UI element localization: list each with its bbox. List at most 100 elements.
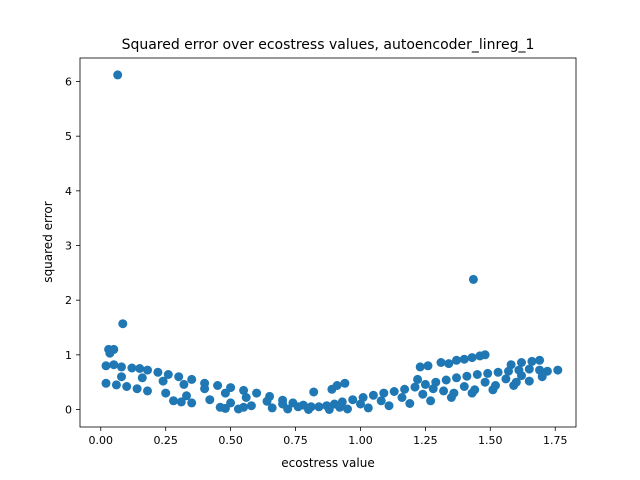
data-point (343, 404, 352, 414)
x-tick-label: 1.75 (543, 434, 568, 447)
data-point (470, 385, 480, 395)
data-point (483, 368, 493, 378)
y-tick-label: 6 (65, 76, 72, 89)
data-point (332, 381, 342, 390)
y-tick-label: 1 (65, 349, 72, 362)
data-point (200, 384, 210, 394)
y-tick-label: 5 (65, 130, 72, 143)
data-point (459, 354, 469, 364)
data-point (161, 388, 171, 398)
data-point (462, 371, 472, 381)
data-point (109, 360, 119, 370)
data-point (389, 387, 399, 396)
data-point (101, 378, 111, 388)
data-point (436, 358, 446, 367)
y-tick-label: 3 (65, 240, 72, 253)
data-point (506, 360, 516, 370)
x-axis-label: ecostress value (281, 456, 374, 470)
data-point (553, 365, 563, 375)
data-point (135, 364, 145, 373)
data-point (340, 378, 350, 388)
data-point (468, 274, 478, 284)
data-point (324, 405, 334, 414)
y-tick-label: 4 (65, 185, 72, 198)
data-point (428, 384, 438, 394)
data-point (278, 399, 288, 409)
data-point (423, 361, 433, 371)
data-point (480, 350, 490, 360)
data-point (220, 403, 230, 413)
data-point (267, 403, 277, 413)
data-point (405, 399, 415, 408)
data-point (163, 370, 173, 379)
data-point (397, 393, 407, 402)
data-point (262, 396, 272, 406)
data-point (205, 395, 215, 405)
data-point (444, 359, 454, 369)
data-point (314, 402, 324, 412)
y-axis: 0 1 2 3 4 5 6 (65, 76, 80, 417)
data-point (524, 376, 534, 386)
data-point (252, 388, 262, 398)
data-point (143, 386, 152, 396)
data-point (480, 377, 490, 387)
data-point (501, 374, 511, 384)
data-point (511, 377, 521, 387)
x-tick-label: 0.25 (153, 434, 178, 447)
chart-title: Squared error over ecostress values, aut… (122, 37, 535, 53)
data-point (158, 376, 168, 386)
data-point (376, 396, 386, 406)
data-point (400, 384, 410, 394)
data-point (535, 355, 545, 365)
data-point (239, 385, 249, 395)
data-point (491, 381, 500, 390)
data-point (459, 382, 469, 391)
x-tick-label: 1.00 (348, 434, 373, 447)
data-point (335, 402, 345, 412)
data-point (418, 389, 428, 399)
data-point (527, 356, 537, 366)
y-axis-label: squared error (41, 201, 55, 282)
data-point (153, 367, 163, 377)
data-point (132, 384, 142, 394)
data-point (239, 402, 249, 412)
data-point (111, 380, 121, 390)
data-point (246, 401, 256, 411)
plot-frame (79, 57, 577, 428)
data-point (384, 401, 394, 411)
data-point (537, 372, 547, 382)
data-point (426, 396, 436, 406)
data-point (368, 390, 378, 400)
x-tick-label: 0.75 (283, 434, 308, 447)
data-point (348, 395, 358, 405)
data-point (187, 374, 197, 384)
data-point (420, 379, 430, 389)
data-point (113, 70, 123, 80)
data-point (415, 362, 425, 372)
data-point (182, 391, 191, 401)
data-point (363, 403, 373, 413)
data-point (467, 353, 477, 363)
data-point (213, 381, 223, 390)
y-tick-label: 0 (65, 404, 72, 417)
data-point (356, 399, 365, 409)
data-point (379, 388, 389, 398)
data-point (472, 370, 482, 379)
x-tick-label: 0.00 (89, 434, 114, 447)
data-point (187, 398, 197, 408)
data-point (524, 364, 534, 374)
data-point (127, 363, 137, 373)
data-point (517, 371, 526, 381)
data-point (304, 405, 313, 414)
data-point (105, 348, 115, 358)
data-point (449, 388, 459, 398)
data-point (169, 396, 178, 406)
data-point (452, 373, 461, 383)
data-point (176, 397, 186, 407)
x-tick-label: 1.25 (413, 434, 438, 447)
points-layer (101, 70, 563, 414)
data-point (410, 382, 420, 392)
data-point (413, 374, 423, 384)
data-point (122, 382, 132, 391)
data-point (101, 361, 111, 371)
